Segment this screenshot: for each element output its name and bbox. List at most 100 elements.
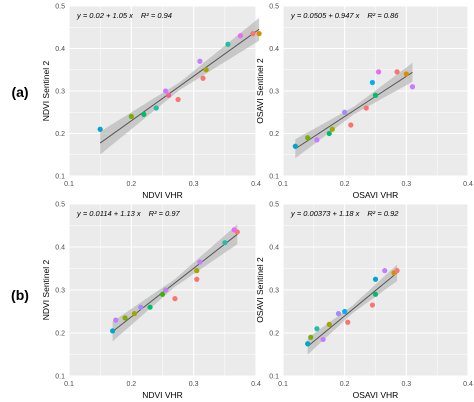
r-squared-text: R² = 0.97 xyxy=(149,209,181,218)
data-point xyxy=(342,109,348,115)
x-tick-label: 0.4 xyxy=(251,381,261,388)
x-tick-label: 0.3 xyxy=(401,181,411,188)
y-tick-label: 0.3 xyxy=(55,288,65,295)
data-point xyxy=(225,41,231,47)
y-tick-label: 0.4 xyxy=(55,46,65,53)
data-point xyxy=(113,317,119,323)
y-tick-label: 0.5 xyxy=(269,4,279,11)
x-tick-label: 0.1 xyxy=(64,181,74,188)
regression-line xyxy=(99,28,260,144)
r-squared-text: R² = 0.92 xyxy=(367,209,399,218)
data-point xyxy=(194,268,200,274)
data-point xyxy=(250,31,256,37)
y-tick-label: 0.3 xyxy=(55,89,65,96)
panel-b-ndvi: 0.1 0.2 0.3 0.4 0.1 0.2 0.3 0.4 0.5 NDVI VHR NDVI … xyxy=(41,202,261,401)
data-point xyxy=(153,105,159,111)
data-point xyxy=(363,105,369,111)
data-point xyxy=(138,304,144,310)
y-axis-title: NDVI Sentinel 2 xyxy=(41,60,51,121)
data-point xyxy=(175,96,181,103)
data-point xyxy=(308,334,314,340)
r-squared-text: R² = 0.94 xyxy=(141,11,172,20)
data-point xyxy=(335,311,342,317)
data-point xyxy=(372,92,379,98)
row-label-a: (a) xyxy=(11,84,28,100)
data-point xyxy=(329,126,335,132)
data-point xyxy=(326,321,332,327)
data-point xyxy=(320,336,326,343)
data-point xyxy=(122,315,128,321)
data-point xyxy=(292,143,298,149)
y-tick-label: 0.1 xyxy=(269,374,279,381)
regression-line xyxy=(307,272,398,347)
x-axis-title: OSAVI VHR xyxy=(353,190,399,200)
panel-a-osavi: 0.1 0.2 0.3 0.4 0.1 0.2 0.3 0.4 0.5 OSAVI VHR OSAV… xyxy=(255,4,473,201)
y-tick-label: 0.2 xyxy=(55,331,65,338)
y-axis-title: OSAVI Sentinel 2 xyxy=(255,58,265,124)
data-point xyxy=(147,304,153,310)
y-axis-title: OSAVI Sentinel 2 xyxy=(255,257,265,323)
x-tick-label: 0.3 xyxy=(189,381,199,388)
data-point xyxy=(172,296,178,302)
y-tick-label: 0.2 xyxy=(269,131,279,138)
data-point xyxy=(394,268,400,274)
data-point xyxy=(222,240,228,246)
x-axis-title: OSAVI VHR xyxy=(353,390,399,400)
data-point xyxy=(131,311,138,317)
data-point xyxy=(163,88,169,94)
data-point xyxy=(403,71,409,77)
y-tick-label: 0.2 xyxy=(55,131,65,138)
data-point xyxy=(110,328,116,334)
panel-a-ndvi: 0.1 0.2 0.3 0.4 0.1 0.2 0.3 0.4 0.5 NDVI VHR NDVI … xyxy=(41,4,262,200)
regression-annotation: y = 0.02 + 1.05 x R² = 0.94 xyxy=(76,11,172,20)
data-point xyxy=(256,31,262,37)
x-axis-title: NDVI VHR xyxy=(142,390,183,400)
x-tick-label: 0.2 xyxy=(340,381,350,388)
data-point xyxy=(369,302,376,308)
regression-annotation: y = 0.00373 + 1.18 x R² = 0.92 xyxy=(290,209,399,218)
data-point xyxy=(197,259,203,265)
x-tick-label: 0.4 xyxy=(251,181,261,188)
equation-text: y = 0.0114 + 1.13 x xyxy=(76,209,141,218)
x-tick-label: 0.4 xyxy=(463,181,473,188)
data-point xyxy=(314,326,320,332)
y-tick-label: 0.4 xyxy=(269,46,279,53)
data-point xyxy=(382,268,388,274)
data-point xyxy=(97,126,103,132)
x-tick-label: 0.1 xyxy=(64,381,74,388)
equation-text: y = 0.0505 + 0.947 x xyxy=(290,11,360,20)
y-tick-label: 0.1 xyxy=(55,374,65,381)
y-tick-label: 0.1 xyxy=(269,174,279,181)
y-tick-label: 0.4 xyxy=(269,245,279,252)
y-tick-label: 0.1 xyxy=(55,174,65,181)
y-tick-label: 0.5 xyxy=(55,4,65,11)
x-axis-title: NDVI VHR xyxy=(142,190,183,200)
data-point xyxy=(342,308,348,315)
regression-annotation: y = 0.0505 + 0.947 x R² = 0.86 xyxy=(290,11,399,20)
equation-text: y = 0.00373 + 1.18 x xyxy=(290,209,360,218)
data-point xyxy=(159,291,166,297)
equation-text: y = 0.02 + 1.05 x xyxy=(76,11,133,20)
y-tick-label: 0.5 xyxy=(269,202,279,209)
regression-annotation: y = 0.0114 + 1.13 x R² = 0.97 xyxy=(76,209,181,218)
data-point xyxy=(305,341,311,347)
data-point xyxy=(166,92,172,98)
y-tick-label: 0.2 xyxy=(269,331,279,338)
panels: 0.1 0.2 0.3 0.4 0.1 0.2 0.3 0.4 0.5 NDVI VHR NDVI … xyxy=(41,4,473,401)
x-tick-label: 0.3 xyxy=(401,381,411,388)
data-point xyxy=(372,291,379,297)
data-point xyxy=(394,69,400,75)
r-squared-text: R² = 0.86 xyxy=(367,11,399,20)
data-point xyxy=(345,319,351,325)
x-tick-label: 0.4 xyxy=(463,381,473,388)
x-tick-label: 0.2 xyxy=(126,381,136,388)
data-point xyxy=(372,276,379,282)
data-point xyxy=(197,58,203,64)
data-point xyxy=(409,84,416,90)
row-label-b: (b) xyxy=(11,287,29,303)
regression-line xyxy=(295,71,413,150)
data-point xyxy=(200,75,206,81)
data-point xyxy=(326,130,332,137)
data-point xyxy=(375,69,382,75)
